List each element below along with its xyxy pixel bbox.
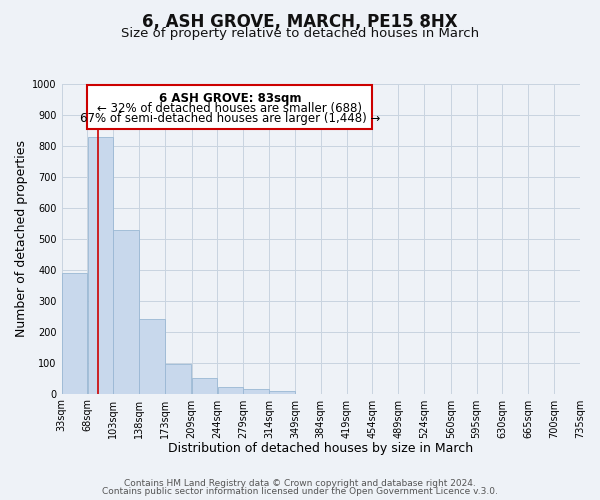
Bar [191, 378, 217, 394]
Text: ← 32% of detached houses are smaller (688): ← 32% of detached houses are smaller (68… [97, 102, 362, 115]
Text: Size of property relative to detached houses in March: Size of property relative to detached ho… [121, 28, 479, 40]
Text: Contains public sector information licensed under the Open Government Licence v.: Contains public sector information licen… [102, 487, 498, 496]
Bar [62, 273, 87, 394]
FancyBboxPatch shape [88, 84, 373, 129]
X-axis label: Distribution of detached houses by size in March: Distribution of detached houses by size … [168, 442, 473, 455]
Text: 6 ASH GROVE: 83sqm: 6 ASH GROVE: 83sqm [158, 92, 301, 104]
Y-axis label: Number of detached properties: Number of detached properties [15, 140, 28, 338]
Text: Contains HM Land Registry data © Crown copyright and database right 2024.: Contains HM Land Registry data © Crown c… [124, 478, 476, 488]
Text: 67% of semi-detached houses are larger (1,448) →: 67% of semi-detached houses are larger (… [80, 112, 380, 125]
Bar [165, 364, 191, 394]
Text: 6, ASH GROVE, MARCH, PE15 8HX: 6, ASH GROVE, MARCH, PE15 8HX [142, 12, 458, 30]
Bar [269, 391, 295, 394]
Bar [218, 388, 243, 394]
Bar [88, 138, 113, 394]
Bar [139, 320, 165, 394]
Bar [244, 389, 269, 394]
Bar [113, 230, 139, 394]
